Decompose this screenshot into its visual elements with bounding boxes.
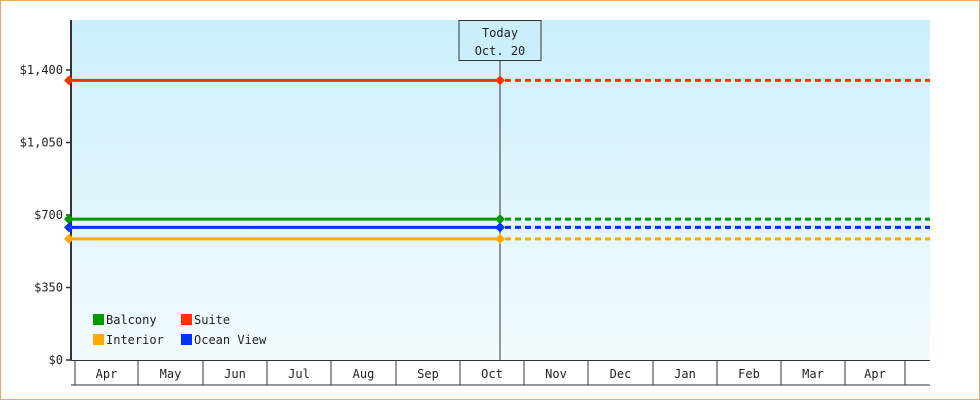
today-label-box [458,20,542,61]
data-point [64,75,74,86]
y-tick-label: $1,400 [20,63,63,77]
y-tick-label: $700 [34,208,63,222]
x-tick-label: Dec [610,367,632,381]
x-tick-label: Mar [802,367,824,381]
legend-label: Suite [194,313,230,327]
x-tick-label: Oct [481,367,503,381]
x-tick-label: Aug [353,367,375,381]
legend-swatch [181,314,192,325]
x-tick-label: Jun [224,367,246,381]
data-point [495,222,505,233]
x-tick-label: Feb [738,367,760,381]
legend-label: Interior [106,333,164,347]
data-point [495,233,505,244]
legend-swatch [181,334,192,345]
legend-label: Balcony [106,313,157,327]
legend-swatch [93,334,104,345]
y-tick-label: $0 [49,353,63,367]
data-point [495,75,505,86]
data-point [64,233,74,244]
data-point [64,222,74,233]
data-point [64,214,74,225]
x-tick-label: Apr [96,367,118,381]
x-tick-label: Sep [417,367,439,381]
y-tick-label: $1,050 [20,136,63,150]
data-point [495,214,505,225]
x-tick-label: Nov [545,367,567,381]
x-tick-label: Jan [674,367,696,381]
today-date: Oct. 20 [475,44,526,58]
today-label: Today [482,26,518,40]
legend-label: Ocean View [194,333,267,347]
legend-swatch [93,314,104,325]
y-tick-label: $350 [34,281,63,295]
x-tick-label: May [160,367,182,381]
x-tick-label: Apr [864,367,886,381]
x-tick-label: Jul [288,367,310,381]
